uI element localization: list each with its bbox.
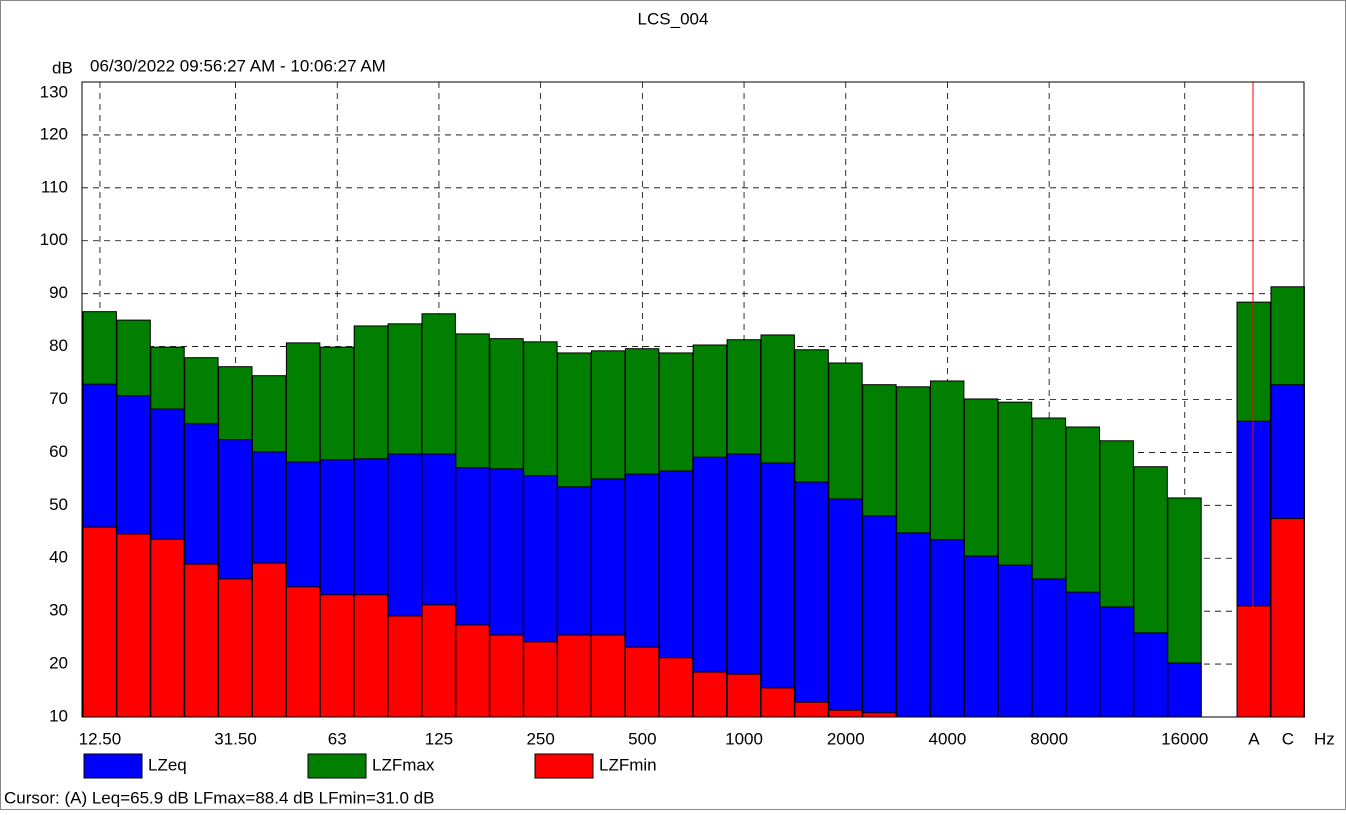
bar xyxy=(760,687,795,718)
legend-swatch xyxy=(307,753,367,779)
y-tick-label: 40 xyxy=(49,548,68,567)
bar xyxy=(726,673,761,718)
bar xyxy=(150,538,185,718)
x-tick-label: 16000 xyxy=(1161,729,1208,748)
y-axis-label: dB xyxy=(52,58,73,77)
x-axis-label: Hz xyxy=(1314,729,1335,748)
x-tick-label: 250 xyxy=(526,729,554,748)
bar xyxy=(896,532,931,718)
y-tick-label: 120 xyxy=(40,124,68,143)
bar xyxy=(794,701,829,718)
bar xyxy=(828,498,863,718)
legend-swatch xyxy=(83,753,143,779)
bar xyxy=(82,526,117,718)
x-tick-label: 8000 xyxy=(1030,729,1068,748)
bar xyxy=(353,594,389,718)
plot-border xyxy=(81,81,1305,718)
bar xyxy=(794,481,829,718)
bar xyxy=(1031,578,1067,718)
y-tick-label: 20 xyxy=(49,654,68,673)
legend-label: LZFmax xyxy=(372,755,435,774)
x-tick-label: 12.50 xyxy=(79,729,122,748)
bar xyxy=(489,634,524,718)
bar xyxy=(1065,591,1100,718)
bar xyxy=(1236,605,1271,718)
bar xyxy=(862,515,897,718)
chart-title: LCS_004 xyxy=(638,9,709,28)
bar xyxy=(387,615,423,718)
bar xyxy=(1133,632,1168,718)
bar xyxy=(1099,606,1134,718)
bar xyxy=(455,624,490,718)
bar xyxy=(116,533,151,718)
subtitle: 06/30/2022 09:56:27 AM - 10:06:27 AM xyxy=(90,56,386,75)
bar xyxy=(930,539,965,718)
y-tick-label: 60 xyxy=(49,442,68,461)
bar xyxy=(557,634,592,718)
y-tick-label: 90 xyxy=(49,283,68,302)
legend-swatch xyxy=(534,753,594,779)
bar xyxy=(1167,662,1202,718)
bar xyxy=(252,562,287,718)
y-tick-label: 100 xyxy=(40,230,68,249)
y-tick-label: 130 xyxy=(40,82,68,101)
bar xyxy=(726,453,761,718)
x-tick-label: 2000 xyxy=(827,729,865,748)
cursor-readout: Cursor: (A) Leq=65.9 dB LFmax=88.4 dB LF… xyxy=(4,788,434,807)
bar xyxy=(828,709,863,718)
bar xyxy=(624,646,660,718)
x-tick-label: C xyxy=(1282,729,1294,748)
y-tick-label: 70 xyxy=(49,389,68,408)
y-tick-label: 110 xyxy=(41,177,68,196)
x-tick-label: 31.50 xyxy=(214,729,257,748)
bar xyxy=(184,563,219,718)
bar xyxy=(285,586,321,718)
legend-label: LZeq xyxy=(148,755,187,774)
y-tick-label: 50 xyxy=(49,495,68,514)
legend-label: LZFmin xyxy=(599,755,657,774)
x-tick-label: 63 xyxy=(328,729,347,748)
y-tick-label: 80 xyxy=(49,336,68,355)
bar xyxy=(523,641,558,718)
x-tick-label: 1000 xyxy=(725,729,763,748)
bar xyxy=(862,712,897,718)
x-tick-label: 500 xyxy=(628,729,656,748)
bar xyxy=(658,657,694,718)
x-tick-label: 125 xyxy=(425,729,453,748)
x-tick-label: A xyxy=(1248,729,1260,748)
bar xyxy=(963,555,999,718)
bar xyxy=(997,564,1033,718)
bar xyxy=(421,604,456,718)
y-tick-label: 10 xyxy=(49,706,68,725)
y-tick-label: 30 xyxy=(49,601,68,620)
bar xyxy=(1270,518,1305,718)
x-tick-label: 4000 xyxy=(929,729,967,748)
bar xyxy=(692,671,728,718)
bar xyxy=(591,634,626,718)
bar xyxy=(319,594,355,718)
legend: LZeq LZFmax LZFmin xyxy=(83,753,657,779)
bar xyxy=(218,578,253,718)
bar xyxy=(760,462,795,718)
